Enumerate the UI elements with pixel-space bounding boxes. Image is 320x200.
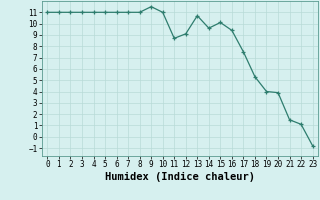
X-axis label: Humidex (Indice chaleur): Humidex (Indice chaleur) <box>105 172 255 182</box>
